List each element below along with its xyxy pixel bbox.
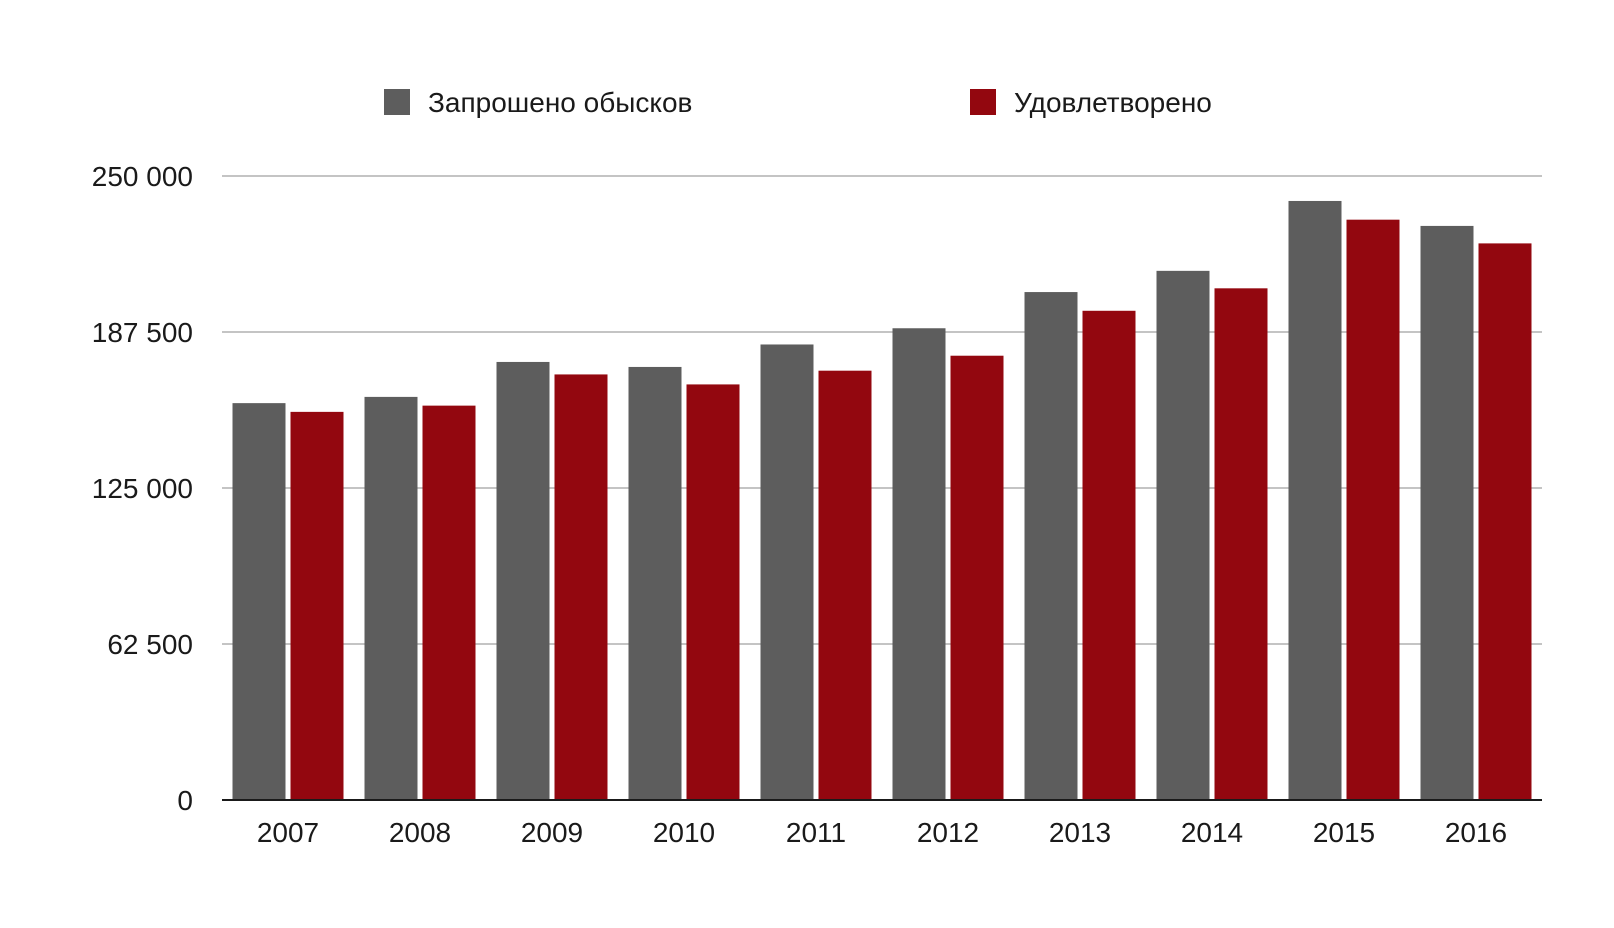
bar-granted-2011: [818, 370, 872, 800]
bar-granted-2013: [1082, 310, 1136, 800]
bar-requested-2016: [1420, 225, 1474, 801]
bar-granted-2014: [1214, 288, 1268, 800]
x-tick-label: 2012: [917, 817, 979, 848]
x-tick-label: 2009: [521, 817, 583, 848]
x-axis-tick-labels: 2007 2008 2009 2010 2011 2012 2013 2014 2015 2016: [257, 817, 1507, 848]
y-tick-label: 125 000: [92, 473, 193, 504]
y-axis-tick-labels: 0 62 500 125 000 187 500 250 000: [92, 161, 193, 816]
x-tick-label: 2010: [653, 817, 715, 848]
bar-granted-2010: [686, 384, 740, 800]
bars: [232, 200, 1532, 801]
bar-requested-2014: [1156, 270, 1210, 800]
x-tick-label: 2016: [1445, 817, 1507, 848]
y-tick-label: 0: [177, 785, 193, 816]
x-tick-label: 2007: [257, 817, 319, 848]
bar-requested-2009: [496, 361, 550, 800]
x-tick-label: 2014: [1181, 817, 1243, 848]
y-tick-label: 62 500: [107, 629, 193, 660]
bar-requested-2015: [1288, 200, 1342, 800]
bar-granted-2015: [1346, 219, 1400, 800]
legend: Запрошено обысков Удовлетворено: [384, 87, 1212, 118]
gridlines: [222, 175, 1542, 645]
bar-requested-2012: [892, 328, 946, 800]
bar-granted-2016: [1478, 243, 1532, 801]
legend-swatch: [970, 89, 996, 115]
y-tick-label: 250 000: [92, 161, 193, 192]
bar-granted-2008: [422, 405, 476, 800]
legend-label: Удовлетворено: [1014, 87, 1212, 118]
bar-granted-2012: [950, 355, 1004, 800]
bar-requested-2011: [760, 344, 814, 800]
bar-requested-2013: [1024, 292, 1078, 800]
legend-label: Запрошено обысков: [428, 87, 692, 118]
bar-requested-2007: [232, 403, 286, 800]
bar-requested-2010: [628, 366, 682, 800]
y-tick-label: 187 500: [92, 317, 193, 348]
x-tick-label: 2013: [1049, 817, 1111, 848]
legend-swatch: [384, 89, 410, 115]
x-tick-label: 2008: [389, 817, 451, 848]
bar-requested-2008: [364, 396, 418, 800]
x-tick-label: 2015: [1313, 817, 1375, 848]
bar-granted-2007: [290, 411, 344, 800]
x-tick-label: 2011: [786, 817, 846, 848]
bar-granted-2009: [554, 374, 608, 800]
